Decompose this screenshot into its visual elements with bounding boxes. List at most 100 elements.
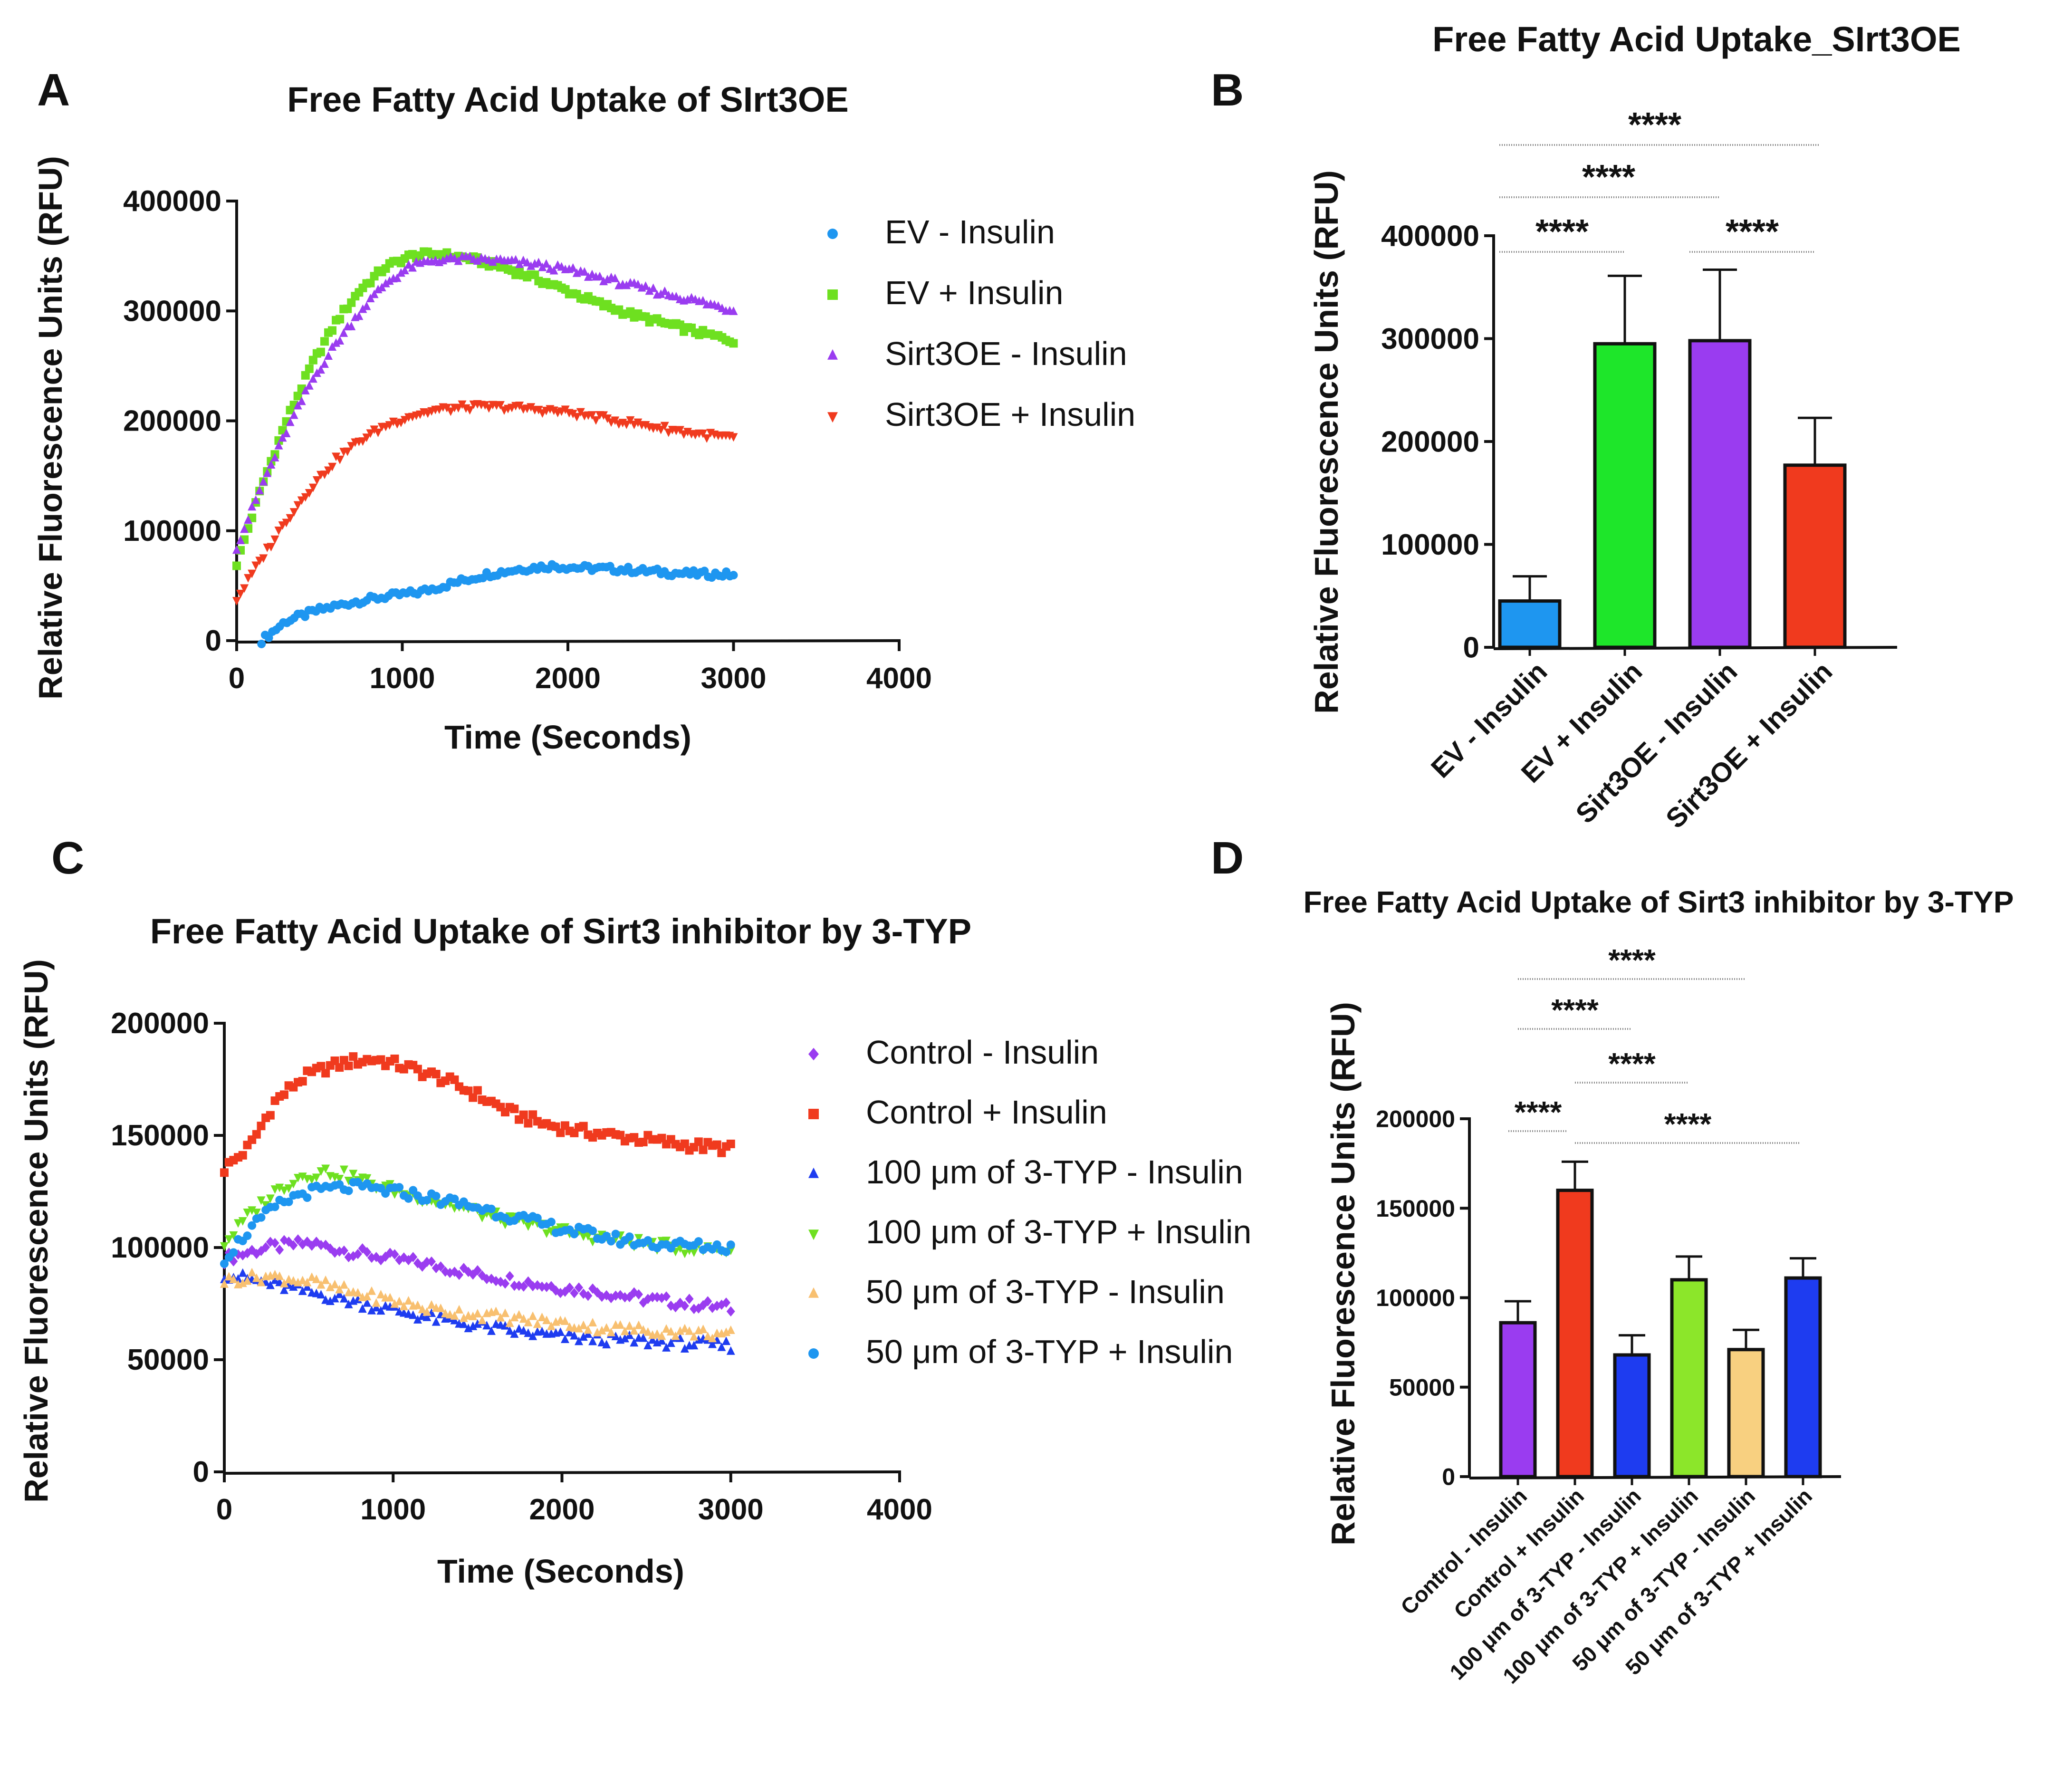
data-point [575,1282,584,1293]
data-point [690,1341,699,1350]
data-point [261,1201,270,1210]
data-point [666,1338,675,1347]
category-label: Sirt3OE - Insulin [1570,656,1743,829]
data-point [465,406,474,415]
chart-c-xlabel: Time (Seconds) [437,1553,684,1590]
data-point [372,1303,381,1312]
data-point [279,1186,288,1195]
data-point [427,1256,436,1267]
data-point [312,1274,321,1283]
data-point [298,1286,307,1295]
data-point [641,281,650,290]
data-point [634,1234,643,1243]
data-point [317,1239,326,1250]
data-point [712,1140,721,1149]
data-point [549,406,558,415]
data-point [301,385,310,394]
data-point [385,1293,394,1302]
data-point [634,1320,643,1329]
data-point [702,434,711,443]
data-point [282,519,291,528]
data-point [524,1119,533,1128]
data-point [712,1240,721,1249]
x-tick-label: 1000 [360,1493,426,1526]
data-point [320,471,329,480]
data-point [347,298,356,307]
data-point [390,1249,399,1259]
data-point [625,1330,634,1339]
data-point [652,423,662,432]
data-point [234,1219,243,1228]
data-point [699,429,708,438]
data-point [527,403,536,412]
chart-b-title: Free Fatty Acid Uptake_SIrt3OE [1432,19,1961,59]
data-point [680,1324,689,1333]
data-point [335,1063,344,1072]
data-point [372,1298,381,1307]
data-point [524,1276,533,1287]
data-point [248,1245,257,1255]
y-tick-label: 100000 [1376,1285,1455,1311]
y-tick-label: 300000 [123,295,221,327]
data-point [336,455,345,464]
data-point [427,1300,436,1309]
data-point [482,1274,491,1285]
data-point [450,1311,459,1320]
significance-label: **** [1582,158,1635,196]
data-point [238,1268,247,1277]
data-point [726,1325,735,1334]
data-point [347,442,356,451]
data-point [542,259,551,268]
data-point [328,462,337,471]
data-point [275,1183,284,1192]
data-point [336,336,345,345]
data-point [362,301,371,310]
legend-label: EV - Insulin [885,213,1055,250]
data-point [560,1287,569,1297]
legend-marker [827,412,838,423]
chart-c-title: Free Fatty Acid Uptake of Sirt3 inhibito… [150,912,971,951]
data-point [409,1310,418,1319]
data-point [267,460,276,469]
data-point [335,1289,344,1298]
data-point [307,1175,317,1184]
data-point [236,589,245,598]
data-point [240,524,249,533]
data-point [349,1170,358,1179]
data-point [685,1294,694,1304]
data-point [620,1326,629,1335]
legend-marker [808,1287,819,1298]
data-point [418,1305,427,1314]
data-point [469,1321,478,1330]
data-point [298,1239,307,1250]
y-tick-label: 100000 [123,515,221,547]
data-point [289,410,298,419]
data-point [519,1314,528,1323]
data-point [579,1332,588,1341]
significance-label: **** [1535,213,1589,251]
data-point [289,508,298,517]
data-point [279,1278,288,1287]
data-point [473,256,482,265]
data-point [238,1278,247,1287]
data-point [229,1256,238,1267]
y-tick-label: 150000 [1376,1195,1455,1222]
data-point [620,1292,629,1303]
data-point [298,1077,307,1086]
data-point [326,1296,335,1306]
data-point [712,1300,721,1311]
data-point [459,1313,468,1322]
data-point [547,1281,556,1291]
data-point [252,1273,261,1282]
data-point [726,1306,735,1317]
data-point [519,1326,528,1335]
data-point [261,1242,270,1253]
data-point [568,410,577,419]
data-point [312,368,321,377]
significance-label: **** [1664,1107,1712,1141]
data-point [305,381,314,390]
chart-c-ylabel: Relative Fluorescence Units (RFU) [18,959,55,1503]
data-point [303,1193,312,1202]
bar [1670,1278,1708,1479]
data-point [404,1296,413,1305]
